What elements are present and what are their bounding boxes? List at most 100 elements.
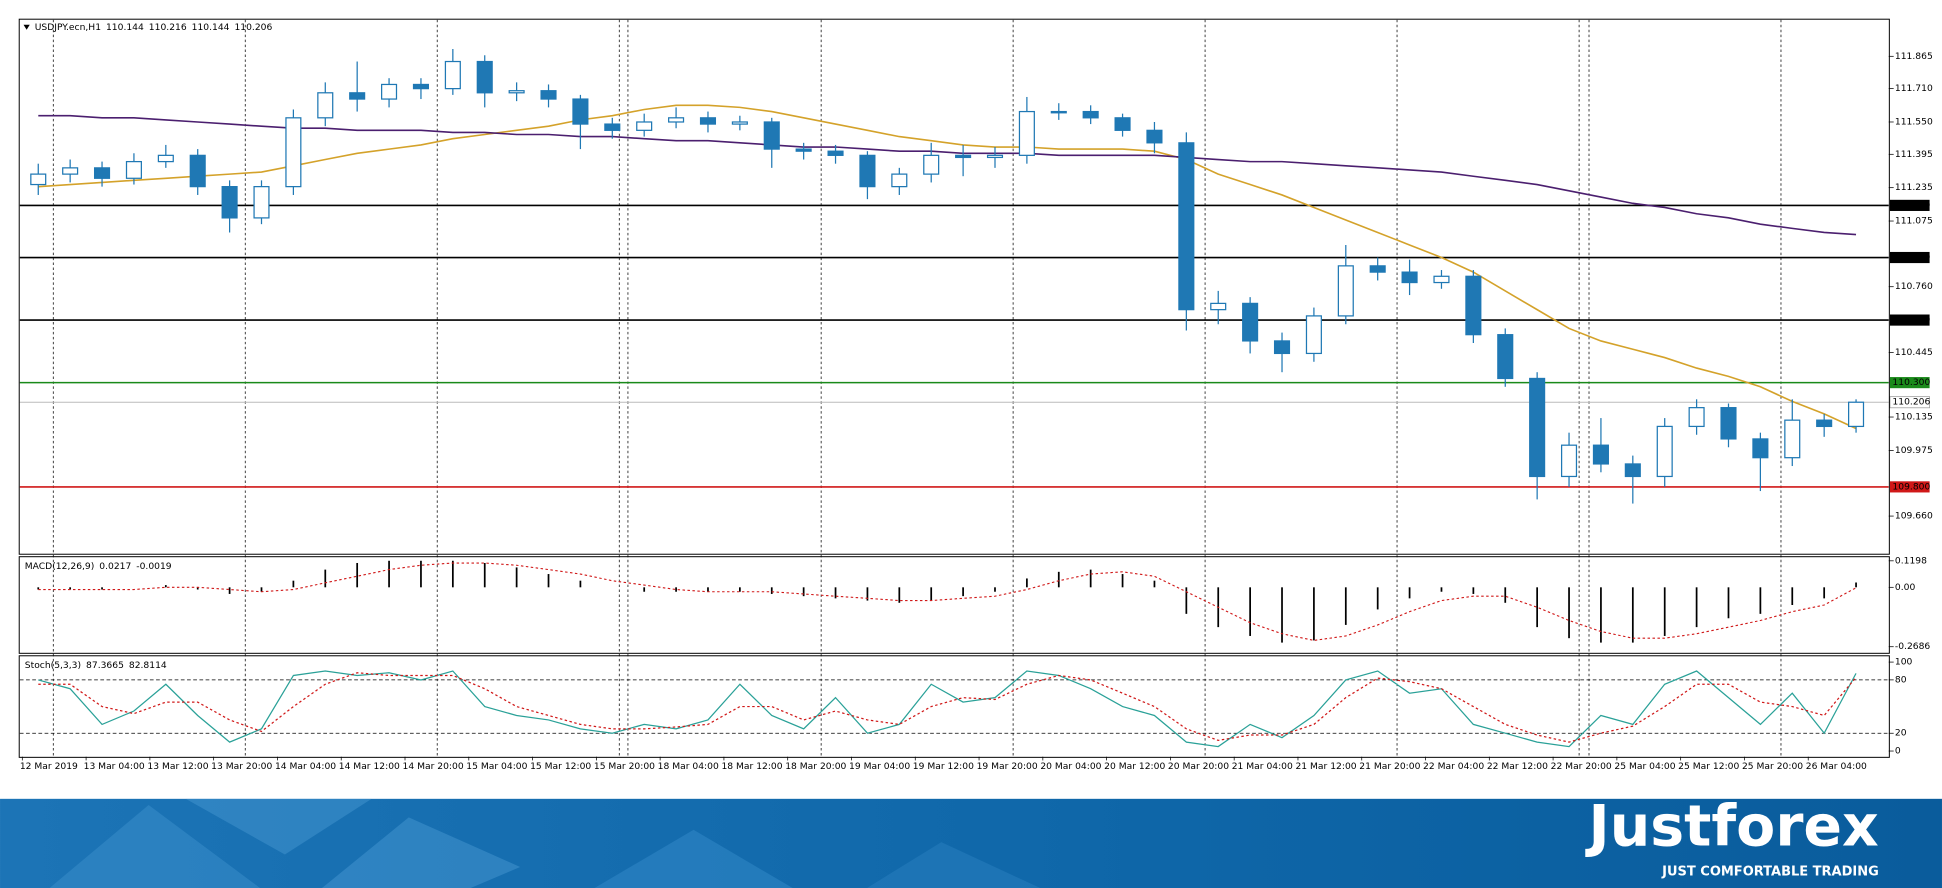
candle-body (731, 121, 748, 125)
candle-body (1210, 302, 1227, 311)
decor (322, 817, 521, 888)
x-tick-label: 19 Mar 12:00 (913, 761, 974, 772)
y-tick-label: 110.760 (1895, 281, 1933, 292)
candle-body (1816, 419, 1833, 428)
y-tick-label: 110.135 (1895, 412, 1933, 423)
x-tick-label: 13 Mar 20:00 (211, 761, 272, 772)
x-tick-label: 18 Mar 04:00 (658, 761, 719, 772)
candle-body (859, 154, 876, 188)
candle-body (157, 154, 174, 163)
x-tick-label: 22 Mar 20:00 (1551, 761, 1612, 772)
level-label-box (1889, 481, 1930, 493)
candle-body (1784, 419, 1801, 459)
symbol: USDJPY.ecn,H1 (35, 22, 101, 33)
indicator-value: -0.0019 (136, 560, 172, 571)
candle-body (444, 60, 461, 90)
y-tick-label: 111.235 (1895, 182, 1933, 193)
level-label-box (1889, 377, 1930, 389)
y-tick-label: 110.445 (1895, 347, 1933, 358)
y-tick-label: -0.2686 (1895, 641, 1931, 652)
y-tick-label: 109.660 (1895, 511, 1933, 522)
x-tick-label: 21 Mar 04:00 (1232, 761, 1293, 772)
x-tick-label: 14 Mar 20:00 (403, 761, 464, 772)
candle-body (1560, 444, 1578, 478)
x-tick-label: 15 Mar 20:00 (594, 761, 655, 772)
decor (185, 798, 372, 855)
candle-body (62, 167, 79, 175)
candle-body (699, 117, 717, 125)
level-label: 110.300 (1892, 377, 1930, 388)
symbol-header: USDJPY.ecn,H1 110.144 110.216 110.144 110.20… (35, 22, 273, 33)
candle-body (1146, 129, 1163, 144)
y-tick-label: 111.075 (1895, 216, 1933, 227)
y-tick-label: 111.395 (1895, 149, 1933, 160)
y-tick-label: 109.975 (1895, 445, 1933, 456)
x-tick-label: 21 Mar 12:00 (1295, 761, 1356, 772)
indicator-value: 82.8114 (129, 660, 167, 671)
x-tick-label: 13 Mar 12:00 (147, 761, 208, 772)
candle-body (253, 186, 270, 219)
x-tick-label: 15 Mar 04:00 (466, 761, 527, 772)
stoch-panel (18, 655, 1890, 758)
candle-body (93, 167, 111, 179)
y-tick-label: 80 (1895, 674, 1907, 685)
x-tick-label: 22 Mar 04:00 (1423, 761, 1484, 772)
candle-body (923, 154, 940, 175)
candle-body (1624, 463, 1641, 478)
candle-body (381, 83, 398, 100)
level-label-box (1889, 199, 1930, 211)
brand: Justforex (1585, 793, 1879, 859)
signal-line (38, 562, 1857, 641)
macd-panel (18, 556, 1890, 654)
panels (18, 18, 1890, 758)
x-tick-label: 25 Mar 20:00 (1742, 761, 1803, 772)
x-tick-label: 26 Mar 04:00 (1806, 761, 1867, 772)
y-tick-label: 100 (1895, 657, 1913, 668)
decor (594, 829, 793, 888)
level-label-box (1889, 314, 1930, 326)
level-label: 110.900 (1892, 252, 1930, 263)
indicator-title: Stoch(5,3,3) 87.3665 82.8114 (25, 660, 167, 671)
candle-body (1529, 377, 1546, 478)
quote: 110.216 (149, 22, 187, 33)
level-label-box (1889, 251, 1930, 264)
candle-body (349, 92, 366, 100)
candle-body (1050, 110, 1067, 114)
y-tick-label: 0 (1895, 746, 1901, 757)
candle-body (1369, 265, 1386, 273)
candle-body (891, 173, 908, 188)
candle-body (30, 173, 47, 186)
candle-body (476, 60, 493, 94)
candle-body (285, 117, 302, 188)
candle-body (668, 117, 685, 123)
indicator-value: 0.0217 (99, 560, 131, 571)
x-tick-label: 14 Mar 12:00 (339, 761, 400, 772)
last-price-box (1889, 396, 1930, 409)
x-tick-label: 20 Mar 04:00 (1040, 761, 1101, 772)
y-tick-label: 20 (1895, 728, 1907, 739)
candle-body (125, 160, 142, 179)
x-tick-label: 20 Mar 20:00 (1168, 761, 1229, 772)
x-tick-label: 13 Mar 04:00 (84, 761, 145, 772)
x-tick-label: 12 Mar 2019 (20, 761, 78, 772)
x-tick-label: 25 Mar 04:00 (1614, 761, 1675, 772)
quote: 110.144 (192, 22, 230, 33)
candle-body (1848, 401, 1865, 428)
candle-body (827, 150, 844, 156)
tagline: JUST COMFORTABLE TRADING (1661, 864, 1879, 879)
candle-body (1497, 334, 1514, 380)
candle-body (189, 154, 206, 188)
moving-average (38, 104, 1857, 430)
title: MACD(12,26,9) (25, 560, 95, 571)
candle-body (1273, 340, 1291, 355)
candle-body (1305, 315, 1322, 355)
candle-body (1752, 438, 1769, 459)
candle-body (317, 92, 334, 119)
candle-body (1688, 407, 1705, 428)
candle-body (508, 90, 525, 94)
x-tick-label: 21 Mar 20:00 (1359, 761, 1420, 772)
x-tick-label: 18 Mar 12:00 (721, 761, 782, 772)
candle-body (1018, 110, 1035, 156)
x-tick-label: 18 Mar 20:00 (785, 761, 846, 772)
